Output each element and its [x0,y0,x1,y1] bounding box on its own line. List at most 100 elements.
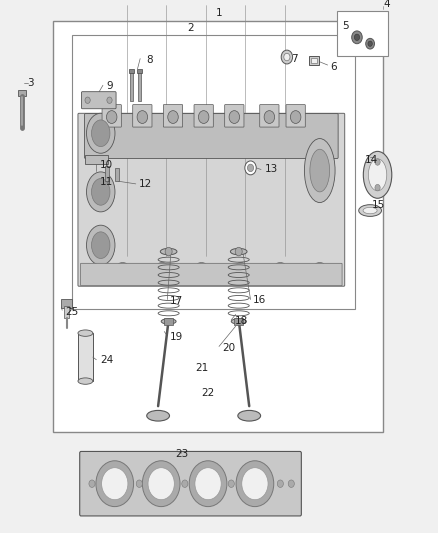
Circle shape [242,468,268,500]
Bar [72,35,355,309]
Ellipse shape [86,225,115,265]
Circle shape [375,184,380,191]
Circle shape [107,97,112,103]
Bar [85,155,108,164]
Text: 2: 2 [187,23,194,33]
FancyBboxPatch shape [260,104,279,127]
Circle shape [277,480,283,487]
Text: 21: 21 [195,363,208,373]
Text: 13: 13 [265,165,278,174]
Circle shape [106,111,117,124]
Bar [53,21,383,432]
Text: 16: 16 [253,295,266,304]
Circle shape [136,480,142,487]
Circle shape [148,468,174,500]
Ellipse shape [86,172,115,212]
Ellipse shape [314,263,325,271]
Bar [309,56,319,65]
Text: 9: 9 [106,82,113,91]
Circle shape [235,247,242,256]
Circle shape [288,480,294,487]
Text: 18: 18 [234,316,247,326]
Bar [164,318,173,325]
Ellipse shape [86,114,115,154]
Circle shape [245,161,256,175]
Text: 15: 15 [371,200,385,210]
Circle shape [368,41,372,46]
Text: 22: 22 [201,389,215,398]
Ellipse shape [160,248,177,255]
Ellipse shape [231,319,246,324]
Circle shape [165,247,172,256]
Ellipse shape [238,410,261,421]
Bar [18,90,26,96]
Ellipse shape [236,263,246,271]
Circle shape [198,111,209,124]
Circle shape [229,111,240,124]
Ellipse shape [363,151,392,198]
FancyBboxPatch shape [78,114,345,286]
FancyBboxPatch shape [81,263,342,286]
Bar [78,333,93,381]
Ellipse shape [359,205,381,216]
Bar [137,69,142,73]
FancyBboxPatch shape [133,104,152,127]
Ellipse shape [304,139,335,203]
FancyBboxPatch shape [102,104,121,127]
Circle shape [89,480,95,487]
Ellipse shape [196,263,207,271]
Text: 5: 5 [343,21,349,30]
FancyBboxPatch shape [163,104,183,127]
Text: 24: 24 [100,355,113,365]
Circle shape [96,461,134,506]
Ellipse shape [275,263,286,271]
Circle shape [247,164,254,172]
FancyBboxPatch shape [81,92,116,109]
Circle shape [354,34,360,41]
Bar [311,58,317,63]
Bar [138,72,141,101]
Bar [64,306,69,318]
Circle shape [228,480,234,487]
Circle shape [102,468,128,500]
Text: 1: 1 [215,9,223,18]
Ellipse shape [310,149,330,192]
Circle shape [281,50,293,64]
Text: 11: 11 [100,177,113,187]
Bar [105,166,109,181]
FancyBboxPatch shape [286,104,305,127]
Circle shape [366,38,374,49]
Ellipse shape [161,319,176,324]
Text: 6: 6 [331,62,337,71]
Bar [61,299,72,308]
Bar [115,168,119,181]
FancyBboxPatch shape [194,104,213,127]
Ellipse shape [92,179,110,205]
Ellipse shape [157,263,167,271]
Text: 23: 23 [175,449,188,459]
Text: 14: 14 [365,155,378,165]
Circle shape [85,97,90,103]
Ellipse shape [147,410,170,421]
Circle shape [284,53,290,61]
Circle shape [182,480,188,487]
Text: 12: 12 [138,179,152,189]
Text: 4: 4 [383,0,390,9]
Bar [337,11,388,56]
Circle shape [189,461,227,506]
Circle shape [168,111,178,124]
Ellipse shape [117,263,128,271]
Text: 17: 17 [170,296,183,306]
Circle shape [264,111,275,124]
Circle shape [290,111,301,124]
Ellipse shape [230,248,247,255]
Text: 8: 8 [147,55,153,64]
Ellipse shape [92,232,110,259]
Text: 19: 19 [170,332,183,342]
FancyBboxPatch shape [80,451,301,516]
Circle shape [195,468,221,500]
Circle shape [236,461,274,506]
Ellipse shape [78,378,93,384]
Text: 7: 7 [291,54,298,63]
Ellipse shape [368,159,387,191]
